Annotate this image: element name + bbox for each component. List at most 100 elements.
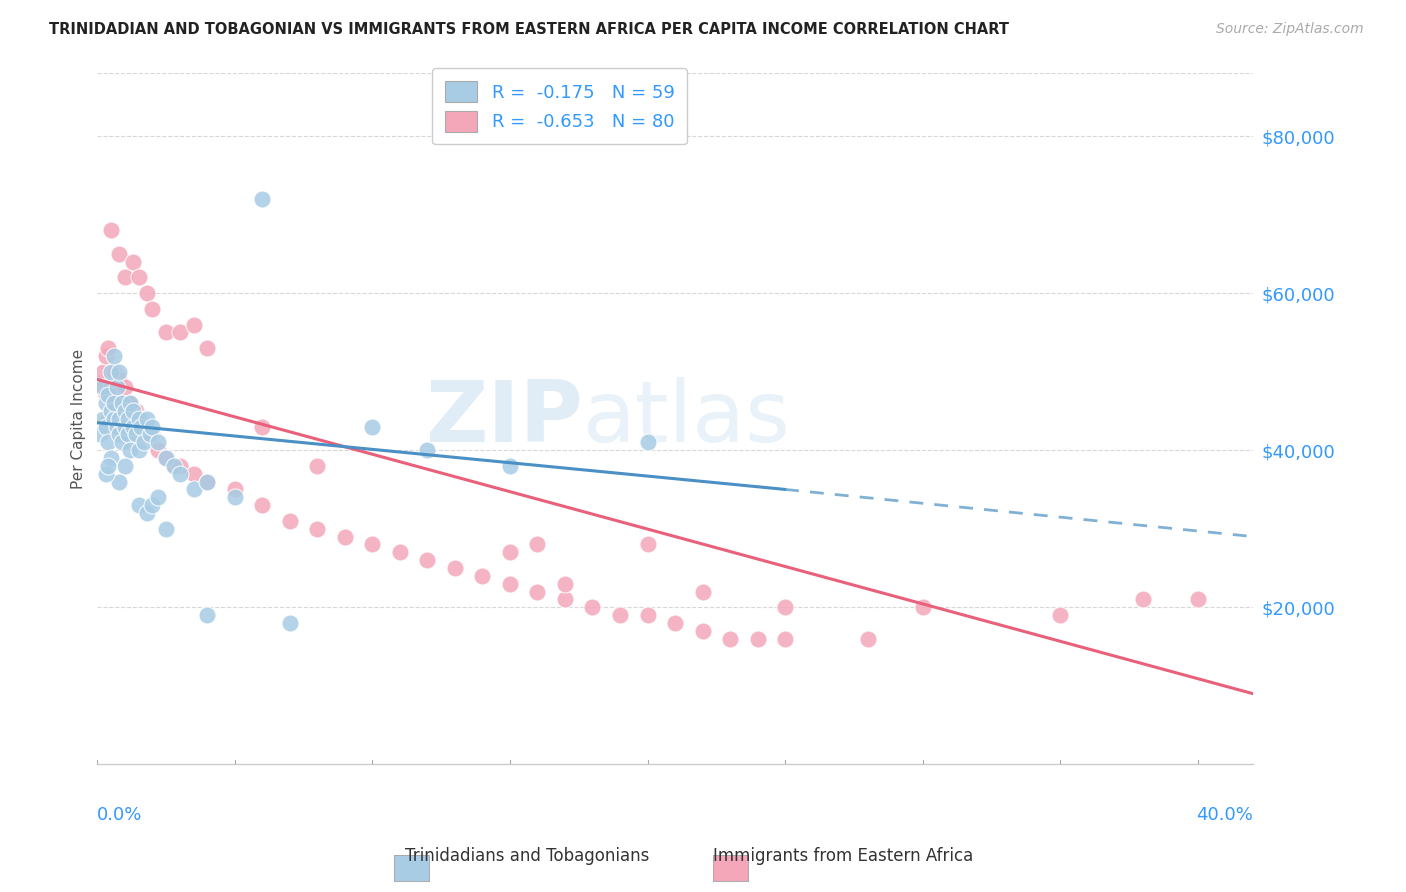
Point [120,435,142,450]
Point [141,498,163,512]
Point [135,419,157,434]
Point [91,411,114,425]
Text: Source: ZipAtlas.com: Source: ZipAtlas.com [1216,22,1364,37]
Point [125,404,148,418]
Point [499,545,522,559]
Y-axis label: Per Capita Income: Per Capita Income [72,349,86,489]
Text: Immigrants from Eastern Africa: Immigrants from Eastern Africa [713,847,974,865]
Point [135,286,157,301]
Point [141,301,163,316]
Point [108,247,131,261]
Point [1049,608,1071,623]
Point [554,592,576,607]
Point [609,608,631,623]
Point [128,411,150,425]
Point [108,411,131,425]
Point [117,427,139,442]
Point [128,419,150,434]
Point [108,365,131,379]
Point [155,450,177,465]
Point [108,475,131,489]
Point [195,475,218,489]
Point [103,411,125,425]
Point [105,380,128,394]
Point [252,419,274,434]
Point [108,411,131,425]
Point [114,419,136,434]
Point [114,458,136,473]
Point [416,553,439,567]
Point [94,467,117,481]
Point [499,576,522,591]
Text: 40.0%: 40.0% [1195,805,1253,823]
Point [89,427,111,442]
Point [100,223,122,237]
Point [195,341,218,355]
Point [138,427,160,442]
Point [94,396,117,410]
Point [105,419,128,434]
Point [122,419,145,434]
Point [471,569,494,583]
Text: 0.0%: 0.0% [97,805,143,823]
Point [120,396,142,410]
Point [155,450,177,465]
Point [108,372,131,386]
Point [333,530,356,544]
Point [163,458,186,473]
Point [195,475,218,489]
Point [100,419,122,434]
Point [105,419,128,434]
Point [773,632,796,646]
Point [114,411,136,425]
Point [117,427,139,442]
Point [692,624,714,638]
Point [224,490,246,504]
Point [120,396,142,410]
Point [97,435,120,450]
Point [278,615,301,630]
Point [122,411,145,425]
Point [100,404,122,418]
Point [111,396,134,410]
Point [388,545,411,559]
Point [114,270,136,285]
Point [114,404,136,418]
Point [125,427,148,442]
Point [554,576,576,591]
Point [278,514,301,528]
Point [169,467,191,481]
Point [718,632,741,646]
Point [183,467,205,481]
Point [111,396,134,410]
Point [103,396,125,410]
Point [100,450,122,465]
Point [224,483,246,497]
Point [526,584,548,599]
Point [637,608,659,623]
Point [416,443,439,458]
Point [252,498,274,512]
Point [97,341,120,355]
Point [1132,592,1154,607]
Point [128,498,150,512]
Point [132,435,155,450]
Point [692,584,714,599]
Point [183,318,205,332]
Point [146,490,169,504]
Point [637,537,659,551]
Point [108,427,131,442]
Point [135,506,157,520]
Point [526,537,548,551]
Point [117,404,139,418]
Point [103,349,125,363]
Point [120,443,142,458]
Point [97,388,120,402]
Point [911,600,934,615]
Point [146,435,169,450]
Point [103,404,125,418]
Point [163,458,186,473]
Text: TRINIDADIAN AND TOBAGONIAN VS IMMIGRANTS FROM EASTERN AFRICA PER CAPITA INCOME C: TRINIDADIAN AND TOBAGONIAN VS IMMIGRANTS… [49,22,1010,37]
Text: Trinidadians and Tobagonians: Trinidadians and Tobagonians [405,847,650,865]
Point [444,561,467,575]
